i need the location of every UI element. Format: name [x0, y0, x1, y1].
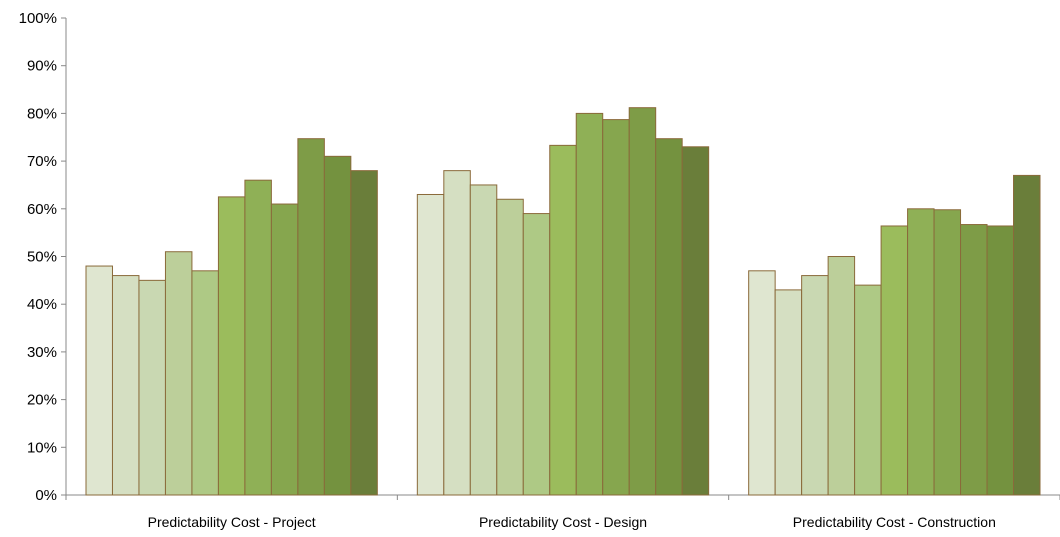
y-tick-label: 20%	[27, 392, 57, 409]
bar	[907, 208, 935, 496]
bar	[655, 138, 683, 496]
bar	[244, 179, 272, 496]
bar	[323, 155, 352, 496]
y-tick-label: 10%	[27, 439, 57, 456]
x-category-label: Predictability Cost - Project	[148, 514, 316, 530]
y-tick-label: 70%	[27, 153, 57, 170]
bar	[350, 170, 378, 496]
y-tick-label: 90%	[27, 58, 57, 75]
x-category-label: Predictability Cost - Construction	[793, 514, 996, 530]
bar	[960, 224, 988, 496]
bar	[111, 275, 140, 496]
bar	[191, 270, 219, 496]
y-tick-label: 50%	[27, 249, 57, 266]
y-tick-label: 60%	[27, 201, 57, 218]
bar	[297, 138, 325, 496]
bar	[602, 119, 630, 496]
bar	[270, 203, 299, 496]
bar	[416, 193, 445, 496]
bar	[933, 209, 962, 496]
bar	[217, 196, 246, 496]
bar	[522, 213, 551, 496]
bar	[443, 170, 471, 496]
bar	[827, 256, 856, 496]
x-category-label: Predictability Cost - Design	[479, 514, 647, 530]
y-tick-label: 40%	[27, 296, 57, 313]
bar	[748, 270, 776, 496]
bar	[801, 275, 829, 496]
y-tick-label: 100%	[19, 10, 57, 27]
x-axis: Predictability Cost - Project Predictabil…	[65, 494, 1060, 530]
bar	[549, 144, 577, 496]
bar	[628, 107, 657, 496]
bar	[575, 112, 604, 496]
y-tick-label: 80%	[27, 105, 57, 122]
y-tick-label: 0%	[35, 487, 57, 504]
bar	[986, 225, 1015, 496]
bar	[774, 289, 803, 496]
bar	[854, 284, 882, 496]
y-tick-label: 30%	[27, 344, 57, 361]
y-axis: 0% 10% 20% 30% 40% 50% 60% 70% 80% 90% 100%	[19, 10, 67, 504]
bar	[85, 265, 113, 496]
bar	[681, 146, 710, 496]
bars	[85, 107, 1041, 496]
bar	[469, 184, 498, 496]
bar	[496, 198, 524, 496]
bar	[1013, 174, 1041, 496]
bar	[138, 279, 166, 496]
bar	[880, 225, 909, 496]
bar	[164, 251, 193, 496]
